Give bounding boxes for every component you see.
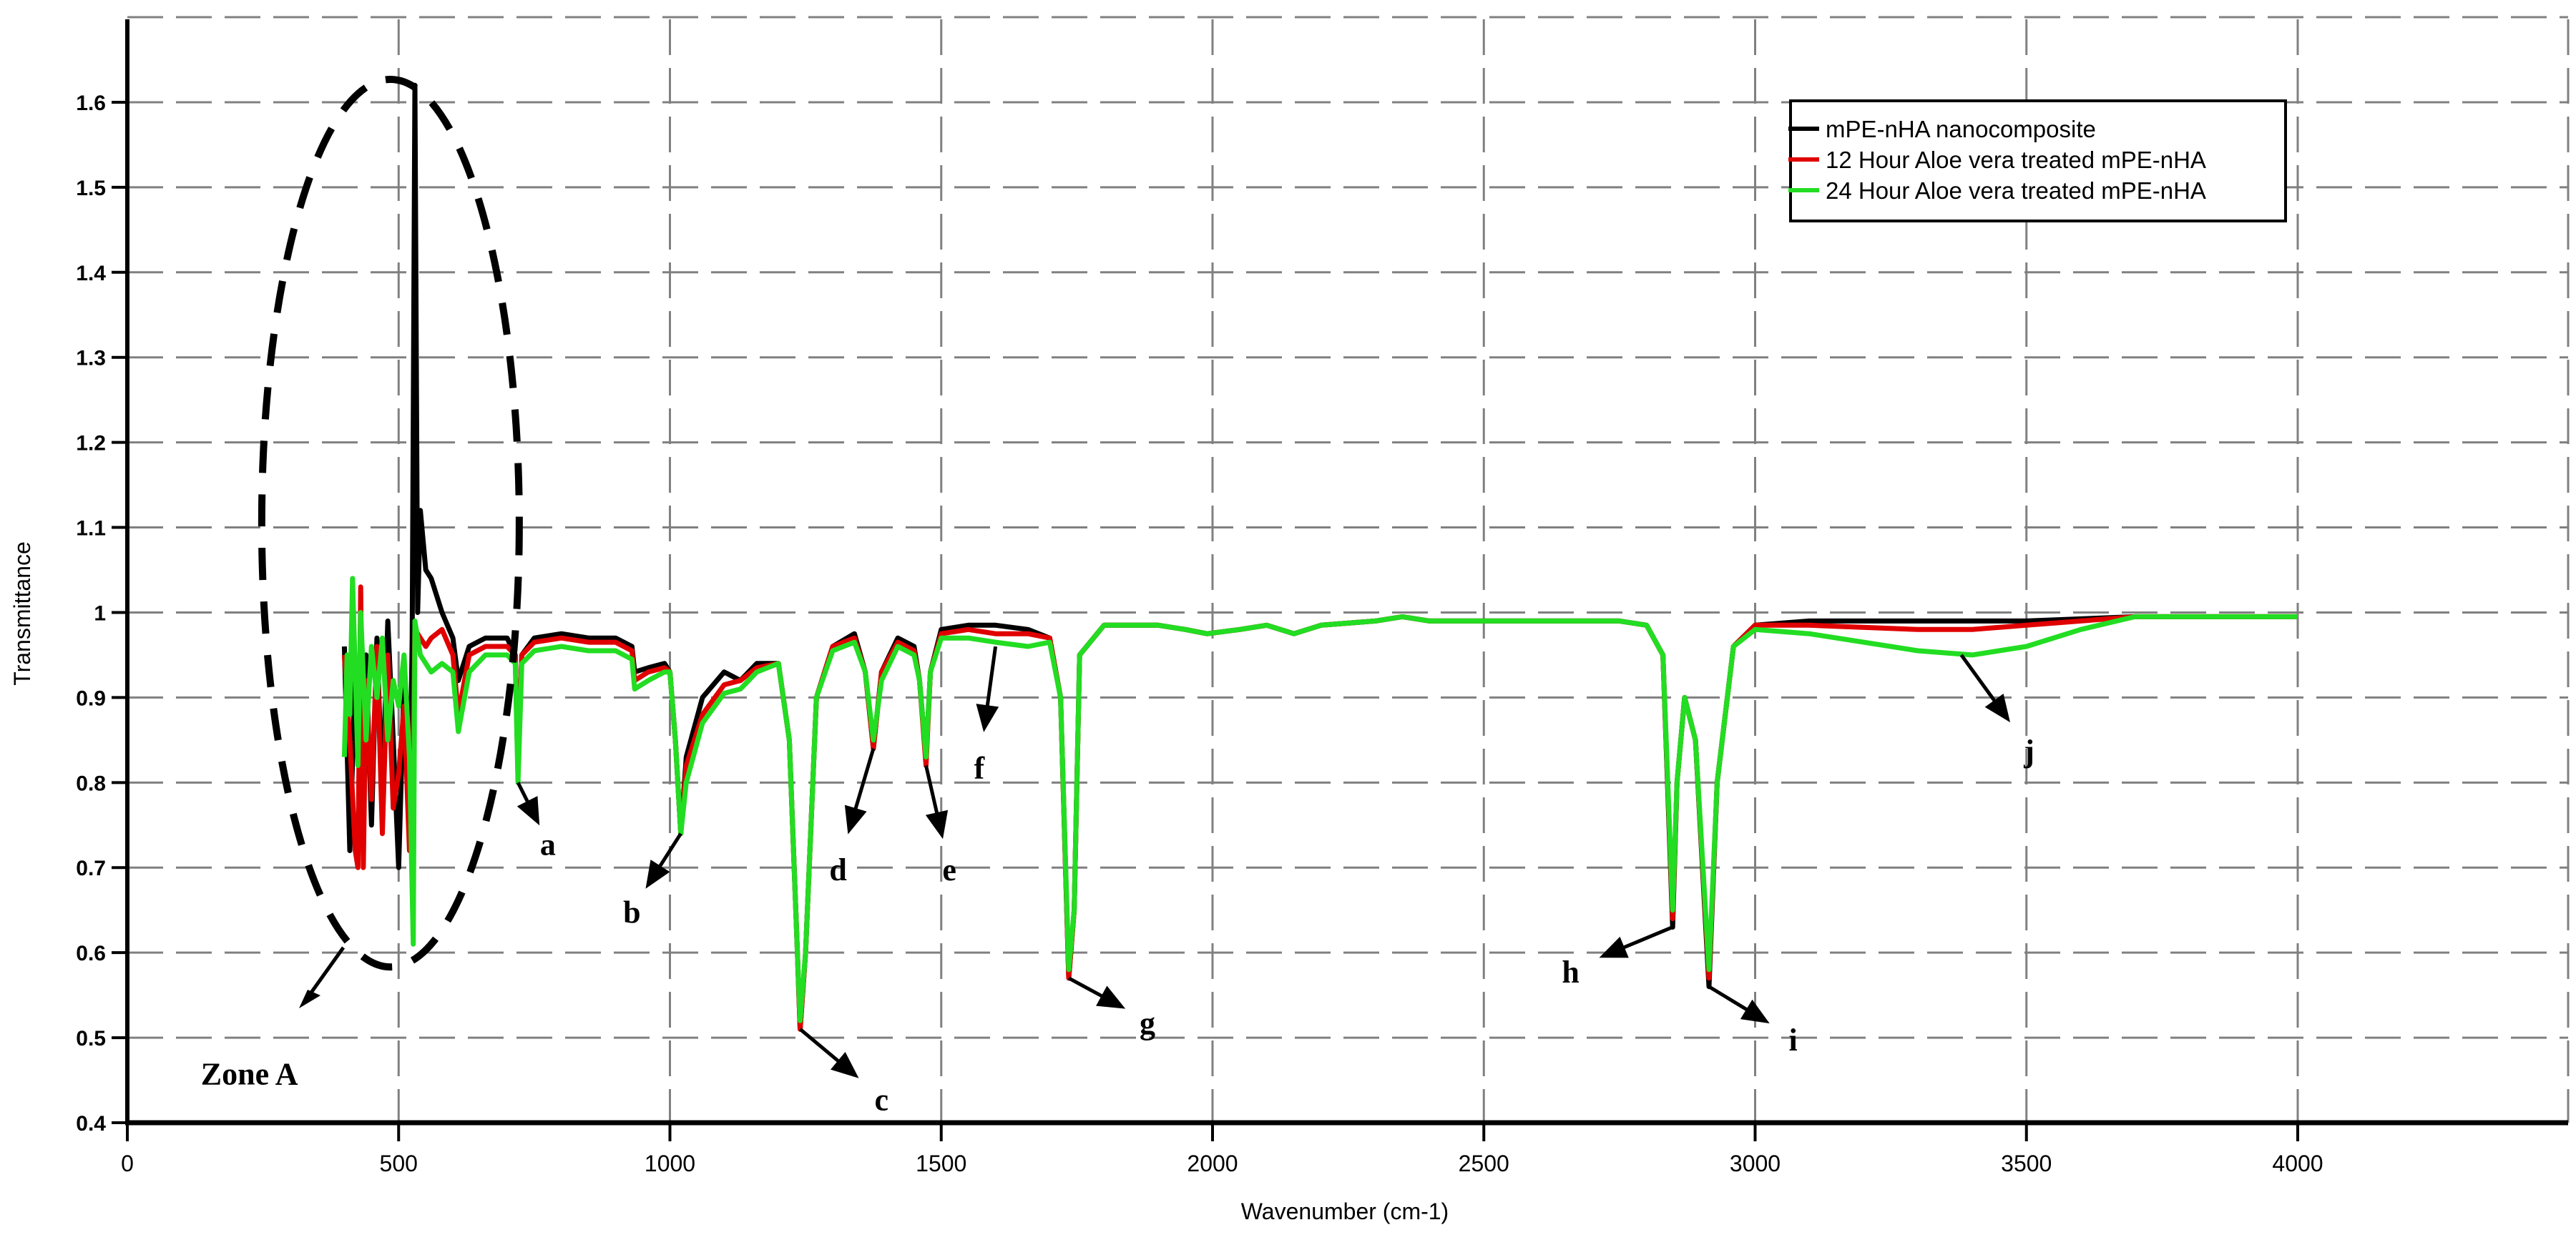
y-tick-label: 0.4 (76, 1112, 106, 1136)
axes (125, 19, 2568, 1126)
grid-lines (127, 16, 2570, 1124)
annotation-label-g: g (1140, 1005, 1155, 1040)
legend-label-2: 24 Hour Aloe vera treated mPE-nHA (1826, 177, 2206, 204)
y-tick-label: 1.6 (76, 92, 106, 115)
annotation-label-i: i (1788, 1023, 1797, 1058)
x-tick-label: 1500 (916, 1151, 966, 1176)
arrowhead-icon (976, 704, 999, 732)
annotation-label-j: j (2023, 734, 2034, 769)
y-tick-label: 1.4 (76, 262, 106, 285)
series-line-0 (341, 82, 2298, 1032)
peak-annotations: a b c d e f g h i j (516, 646, 2034, 1117)
annotation-label-b: b (623, 895, 640, 930)
y-axis-title: Transmittance (9, 541, 35, 686)
arrowhead-icon (1984, 694, 2010, 723)
arrowhead-icon (1096, 985, 1126, 1009)
x-tick-label: 2000 (1187, 1151, 1238, 1176)
y-tick-label: 1.1 (76, 517, 106, 541)
series-line-1 (341, 584, 2298, 1032)
spectra-series (341, 82, 2298, 1032)
x-tick-label: 500 (380, 1151, 418, 1176)
x-axis-title: Wavenumber (cm-1) (1241, 1199, 1449, 1224)
y-tick-label: 0.8 (76, 772, 106, 795)
y-tick-label: 0.5 (76, 1027, 106, 1050)
y-axis-ticks: 0.4 0.5 0.6 0.7 0.8 0.9 1 1.1 1.2 1.3 1.4 1.5 1.6 (76, 92, 127, 1136)
arrowhead-icon (925, 810, 949, 840)
annotation-label-e: e (942, 852, 956, 887)
y-tick-label: 1.5 (76, 177, 106, 200)
arrowhead-icon (1740, 999, 1770, 1024)
annotation-label-h: h (1562, 955, 1579, 990)
zone-a-arrowhead-icon (299, 990, 320, 1008)
x-tick-label: 0 (121, 1151, 134, 1176)
annotation-label-c: c (875, 1082, 889, 1117)
legend: mPE-nHA nanocomposite 12 Hour Aloe vera … (1788, 99, 2287, 222)
annotation-label-a: a (540, 827, 556, 862)
x-tick-label: 3500 (2001, 1151, 2052, 1176)
y-tick-label: 0.6 (76, 942, 106, 965)
series-line-2 (341, 576, 2298, 1023)
arrowhead-icon (831, 1052, 859, 1078)
arrowhead-icon (844, 804, 867, 835)
legend-label-1: 12 Hour Aloe vera treated mPE-nHA (1826, 147, 2206, 173)
annotation-label-d: d (829, 852, 846, 887)
y-tick-label: 0.7 (76, 857, 106, 880)
x-tick-label: 4000 (2272, 1151, 2323, 1176)
zone-a-ellipse (258, 76, 523, 971)
arrowhead-icon (1599, 936, 1629, 958)
arrowhead-icon (645, 860, 670, 889)
x-tick-label: 2500 (1459, 1151, 1509, 1176)
x-axis-ticks: 0 500 1000 1500 2000 2500 3000 3500 4000 (121, 1123, 2323, 1176)
arrowhead-icon (516, 796, 540, 826)
zone-a-annotation: Zone A (201, 76, 523, 1092)
legend-box (1789, 99, 2287, 222)
y-tick-label: 1.3 (76, 347, 106, 370)
zone-a-label: Zone A (201, 1057, 298, 1092)
y-tick-label: 0.9 (76, 687, 106, 710)
y-tick-label: 1 (94, 601, 106, 625)
x-tick-label: 1000 (645, 1151, 695, 1176)
annotation-label-f: f (974, 751, 986, 786)
legend-label-0: mPE-nHA nanocomposite (1826, 116, 2096, 142)
x-tick-label: 3000 (1730, 1151, 1781, 1176)
y-tick-label: 1.2 (76, 432, 106, 456)
zone-a-arrow (305, 946, 346, 999)
